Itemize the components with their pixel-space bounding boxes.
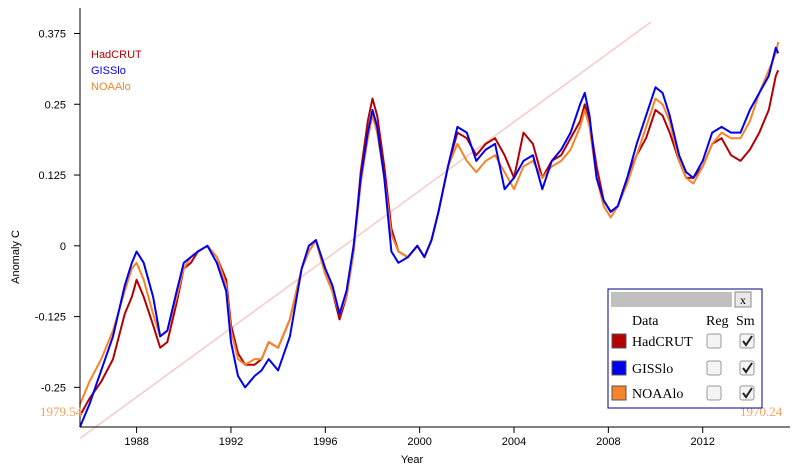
color-swatch-hadcrut[interactable] bbox=[611, 333, 627, 349]
x-tick-label: 1996 bbox=[313, 436, 337, 448]
reg-checkbox-noaalo[interactable] bbox=[706, 385, 722, 401]
control-panel-drag-bar[interactable] bbox=[611, 292, 732, 307]
close-button[interactable] bbox=[734, 291, 752, 308]
series-layer bbox=[79, 41, 780, 428]
column-header-reg: Reg bbox=[706, 314, 729, 329]
check-icon bbox=[742, 335, 753, 347]
column-header-data: Data bbox=[632, 314, 659, 329]
row-label-noaalo: NOAAlo bbox=[632, 387, 683, 402]
x-ticks: 1988 1992 1996 2000 2004 2008 2012 bbox=[124, 427, 715, 448]
x-axis-title: Year bbox=[401, 454, 424, 465]
row-label-hadcrut: HadCRUT bbox=[632, 335, 693, 350]
x-tick-label: 1992 bbox=[219, 436, 243, 448]
y-axis-title: Anomaly C bbox=[10, 230, 22, 284]
x-tick-label: 2000 bbox=[407, 436, 431, 448]
column-header-sm: Sm bbox=[736, 314, 755, 329]
corner-label-left: 1979.54 bbox=[40, 404, 83, 419]
row-label-gisslo: GISSlo bbox=[632, 362, 673, 377]
y-tick-label: -0.125 bbox=[35, 312, 66, 324]
y-ticks: -0.25 -0.125 0 0.125 0.25 0.375 bbox=[35, 28, 80, 394]
y-tick-label: 0 bbox=[60, 241, 66, 253]
legend-hadcrut: HadCRUT bbox=[91, 49, 142, 61]
check-icon bbox=[742, 362, 753, 374]
y-tick-label: 0.25 bbox=[45, 99, 66, 111]
control-panel-border bbox=[607, 288, 763, 409]
x-tick-label: 2004 bbox=[502, 436, 526, 448]
color-swatch-noaalo[interactable] bbox=[611, 385, 627, 401]
series-line-gisslo bbox=[79, 46, 780, 428]
x-tick-label: 1988 bbox=[124, 436, 148, 448]
color-swatch-gisslo[interactable] bbox=[611, 360, 627, 376]
trend-line bbox=[79, 21, 652, 439]
x-tick-label: 2008 bbox=[596, 436, 620, 448]
close-icon: x bbox=[740, 293, 746, 307]
reg-checkbox-hadcrut[interactable] bbox=[706, 333, 722, 349]
y-tick-label: 0.375 bbox=[38, 28, 66, 40]
series-control-panel: x Data Reg Sm HadCRUT GISSlo NOAAlo bbox=[607, 288, 763, 409]
legend-gisslo: GISSlo bbox=[91, 65, 126, 77]
y-tick-label: 0.125 bbox=[38, 170, 66, 182]
x-tick-label: 2012 bbox=[690, 436, 714, 448]
legend-noaalo: NOAAlo bbox=[91, 81, 131, 93]
reg-checkbox-gisslo[interactable] bbox=[706, 360, 722, 376]
y-tick-label: -0.25 bbox=[41, 382, 66, 394]
check-icon bbox=[742, 387, 753, 399]
